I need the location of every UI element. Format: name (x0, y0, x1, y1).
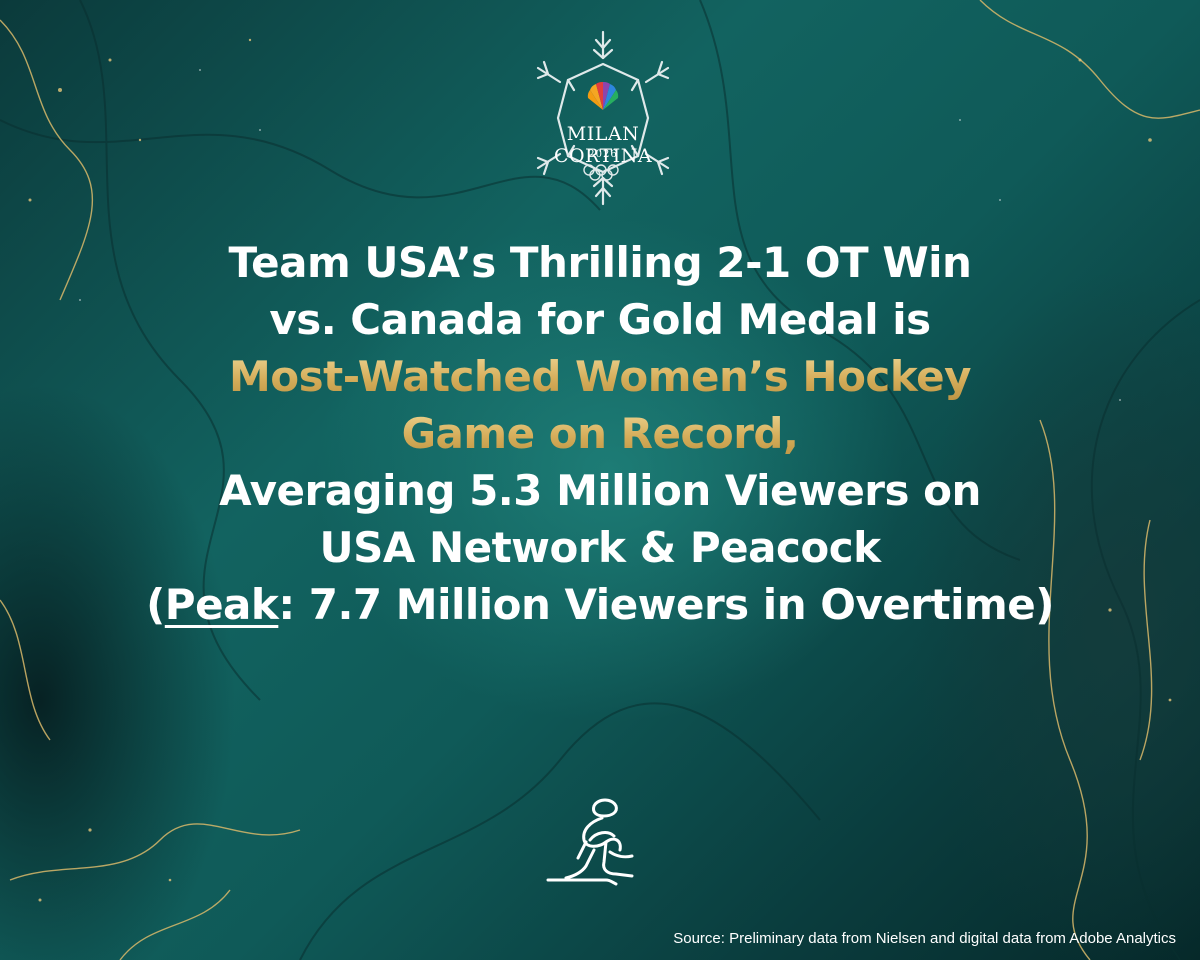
headline-gold-line-2: Game on Record, (0, 405, 1200, 462)
headline-line-6: USA Network & Peacock (319, 523, 881, 572)
olympic-rings-icon (583, 164, 619, 181)
headline-line-7: (Peak: 7.7 Million Viewers in Overtime) (0, 576, 1200, 633)
headline-line-1: Team USA’s Thrilling 2-1 OT Win (228, 238, 972, 287)
logo-year: 2026 (588, 149, 618, 160)
headline-line-5: Averaging 5.3 Million Viewers on (219, 466, 981, 515)
hockey-player-icon (546, 798, 634, 886)
snowflake-emblem-icon (536, 30, 670, 206)
headline-gold-line-1: Most-Watched Women’s Hockey (0, 348, 1200, 405)
source-note: Source: Preliminary data from Nielsen an… (673, 930, 1176, 947)
headline: Team USA’s Thrilling 2-1 OT Win vs. Cana… (0, 234, 1200, 633)
logo-wordmark: MILAN CORTINA (553, 123, 653, 167)
milan-cortina-logo: MILAN CORTINA 2026 (528, 28, 678, 208)
peak-label: Peak (164, 580, 279, 629)
peacock-icon (587, 81, 619, 110)
peak-open-paren: ( (146, 580, 165, 629)
headline-line-2: vs. Canada for Gold Medal is (269, 295, 931, 344)
peak-rest: : 7.7 Million Viewers in Overtime) (278, 580, 1054, 629)
